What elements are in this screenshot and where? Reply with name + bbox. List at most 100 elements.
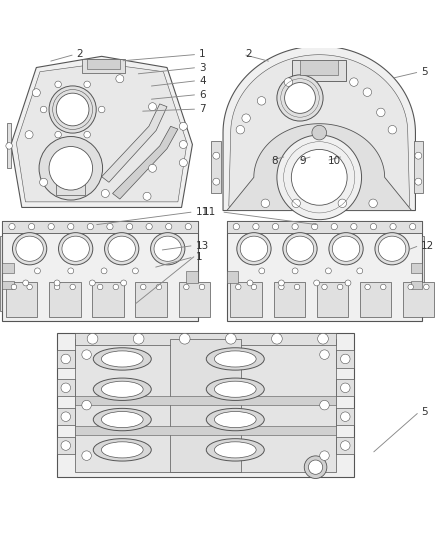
Circle shape — [23, 280, 28, 286]
Circle shape — [107, 223, 113, 230]
Circle shape — [226, 333, 236, 344]
Circle shape — [61, 441, 71, 450]
Circle shape — [55, 132, 61, 138]
Ellipse shape — [101, 411, 143, 427]
Circle shape — [148, 164, 156, 172]
Polygon shape — [102, 104, 167, 182]
Text: 7: 7 — [199, 104, 205, 114]
Circle shape — [308, 460, 323, 474]
Bar — [226, 221, 422, 321]
Circle shape — [340, 412, 350, 422]
Circle shape — [68, 268, 74, 274]
Ellipse shape — [332, 236, 360, 261]
Bar — [2, 221, 198, 321]
Circle shape — [199, 284, 205, 290]
Polygon shape — [16, 63, 187, 202]
Circle shape — [294, 284, 300, 290]
Circle shape — [285, 83, 315, 114]
Bar — [2, 221, 198, 232]
Bar — [274, 282, 305, 317]
Text: 11: 11 — [202, 207, 215, 217]
Text: 11: 11 — [195, 207, 209, 217]
Circle shape — [259, 268, 265, 274]
Circle shape — [101, 189, 110, 197]
Circle shape — [388, 125, 396, 134]
Text: 1: 1 — [195, 252, 202, 262]
Circle shape — [179, 159, 187, 167]
Bar — [403, 282, 434, 317]
Circle shape — [251, 284, 257, 290]
Circle shape — [49, 86, 96, 133]
Bar — [75, 339, 336, 472]
Ellipse shape — [101, 351, 143, 367]
Circle shape — [99, 106, 105, 113]
Bar — [87, 59, 120, 69]
Circle shape — [143, 192, 151, 200]
Polygon shape — [7, 124, 11, 168]
Ellipse shape — [240, 236, 268, 261]
Text: 3: 3 — [199, 62, 205, 72]
Polygon shape — [223, 46, 416, 211]
Circle shape — [67, 223, 74, 230]
Circle shape — [132, 268, 138, 274]
Bar — [2, 263, 14, 273]
Bar — [292, 60, 346, 80]
Circle shape — [35, 268, 40, 274]
Bar — [411, 263, 422, 273]
Text: 10: 10 — [328, 156, 341, 166]
Circle shape — [322, 284, 327, 290]
Text: 1: 1 — [199, 50, 205, 59]
Circle shape — [415, 178, 422, 185]
Circle shape — [180, 333, 190, 344]
Bar — [57, 333, 354, 477]
Circle shape — [424, 284, 429, 290]
Ellipse shape — [93, 408, 151, 431]
Circle shape — [6, 143, 12, 149]
Circle shape — [39, 136, 102, 200]
Ellipse shape — [214, 381, 256, 397]
Circle shape — [236, 284, 241, 290]
Circle shape — [253, 223, 259, 230]
Ellipse shape — [101, 442, 143, 458]
Circle shape — [292, 199, 300, 207]
Circle shape — [179, 122, 187, 130]
Circle shape — [410, 223, 416, 230]
Bar — [179, 282, 210, 317]
Circle shape — [325, 268, 331, 274]
Ellipse shape — [16, 236, 43, 261]
Polygon shape — [229, 55, 410, 206]
Circle shape — [89, 280, 95, 286]
Circle shape — [311, 223, 318, 230]
Circle shape — [48, 223, 54, 230]
Circle shape — [32, 88, 40, 96]
Circle shape — [318, 333, 328, 344]
Polygon shape — [336, 350, 354, 368]
Text: 2: 2 — [77, 50, 83, 59]
Circle shape — [133, 333, 144, 344]
Circle shape — [331, 223, 337, 230]
Circle shape — [25, 131, 33, 139]
Circle shape — [9, 223, 15, 230]
Circle shape — [292, 223, 298, 230]
Circle shape — [179, 141, 187, 149]
Polygon shape — [336, 437, 354, 454]
Polygon shape — [113, 126, 178, 199]
Polygon shape — [57, 437, 75, 454]
Circle shape — [101, 268, 107, 274]
Ellipse shape — [59, 232, 93, 265]
Circle shape — [236, 125, 244, 134]
Ellipse shape — [237, 232, 271, 265]
Circle shape — [351, 223, 357, 230]
Bar — [186, 271, 198, 283]
Bar — [170, 339, 241, 472]
Circle shape — [82, 400, 92, 410]
Circle shape — [338, 199, 346, 207]
Polygon shape — [57, 408, 75, 425]
Circle shape — [292, 268, 298, 274]
Bar — [75, 333, 336, 344]
Circle shape — [408, 284, 413, 290]
Text: 5: 5 — [421, 67, 428, 77]
Bar — [6, 282, 38, 317]
Ellipse shape — [206, 348, 264, 370]
Ellipse shape — [214, 411, 256, 427]
